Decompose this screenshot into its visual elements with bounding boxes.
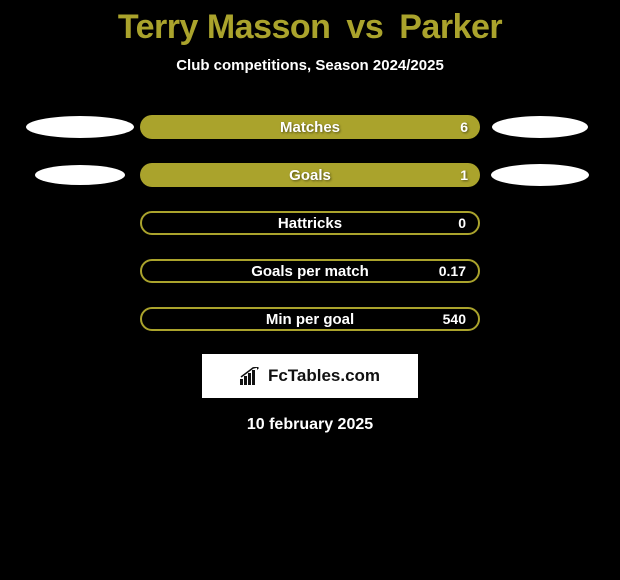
right-ellipse-col (480, 116, 600, 138)
stat-value: 540 (443, 311, 466, 327)
stat-row: Min per goal 540 (0, 306, 620, 332)
stat-bar: Goals 1 (140, 163, 480, 187)
stat-bar: Goals per match 0.17 (140, 259, 480, 283)
logo-box: FcTables.com (202, 354, 418, 398)
stat-label: Hattricks (278, 215, 342, 232)
comparison-section: Matches 6 Goals 1 Hattricks 0 Goals per match 0… (0, 114, 620, 332)
date-text: 10 february 2025 (0, 416, 620, 434)
page-title: Terry Masson vs Parker (0, 0, 620, 47)
stat-label: Min per goal (266, 311, 354, 328)
stat-value: 0.17 (439, 263, 466, 279)
stat-bar: Matches 6 (140, 115, 480, 139)
stat-label: Goals (289, 167, 331, 184)
stat-value: 0 (458, 215, 466, 231)
stat-row: Hattricks 0 (0, 210, 620, 236)
logo: FcTables.com (240, 366, 380, 386)
left-ellipse (26, 116, 134, 138)
logo-text: FcTables.com (268, 366, 380, 386)
stat-row: Goals per match 0.17 (0, 258, 620, 284)
stat-label: Goals per match (251, 263, 369, 280)
stat-bar: Min per goal 540 (140, 307, 480, 331)
right-ellipse (491, 164, 589, 186)
left-ellipse (35, 165, 125, 185)
stat-bar: Hattricks 0 (140, 211, 480, 235)
player2-name: Parker (399, 8, 502, 46)
stat-label: Matches (280, 119, 340, 136)
stat-value: 6 (460, 119, 468, 135)
player1-name: Terry Masson (118, 8, 331, 46)
right-ellipse-col (480, 164, 600, 186)
stat-row: Goals 1 (0, 162, 620, 188)
left-ellipse-col (20, 116, 140, 138)
stat-row: Matches 6 (0, 114, 620, 140)
vs-text: vs (346, 8, 383, 46)
right-ellipse (492, 116, 588, 138)
subtitle: Club competitions, Season 2024/2025 (0, 57, 620, 74)
chart-icon (240, 367, 262, 385)
stat-value: 1 (460, 167, 468, 183)
left-ellipse-col (20, 165, 140, 185)
